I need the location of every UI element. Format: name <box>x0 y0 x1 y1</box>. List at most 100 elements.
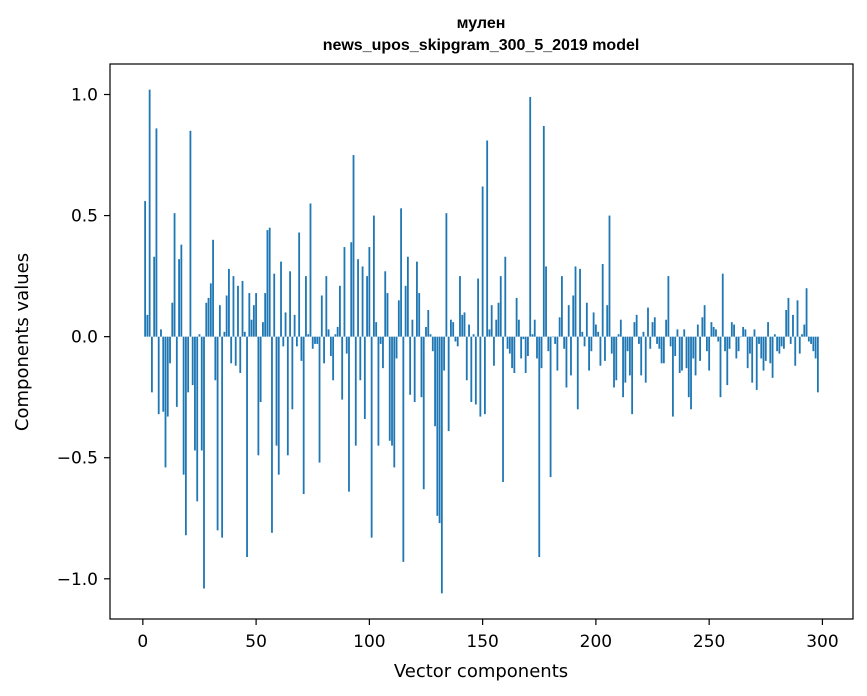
bar-component-207 <box>610 336 613 354</box>
bar-component-17 <box>180 244 183 337</box>
x-tick-label: 250 <box>693 632 725 652</box>
bar-component-93 <box>352 155 355 337</box>
bar-component-159 <box>502 336 504 482</box>
bar-component-259 <box>728 336 731 349</box>
bar-component-56 <box>268 227 271 337</box>
bar-component-39 <box>230 336 233 364</box>
bar-component-195 <box>583 336 586 347</box>
bar-component-54 <box>264 293 267 337</box>
bar-component-143 <box>465 336 468 381</box>
bar-component-51 <box>257 336 260 456</box>
bar-component-204 <box>604 336 606 361</box>
bar-component-238 <box>681 336 683 371</box>
bar-component-258 <box>726 336 729 386</box>
bar-component-257 <box>724 336 726 352</box>
bar-component-16 <box>178 259 180 337</box>
bar-component-178 <box>545 266 547 337</box>
bar-component-100 <box>368 247 371 337</box>
bar-component-272 <box>758 336 760 344</box>
bar-component-205 <box>606 305 609 337</box>
bar-component-45 <box>243 331 246 337</box>
bar-component-227 <box>656 336 658 344</box>
bar-component-281 <box>778 336 781 354</box>
bar-component-66 <box>291 336 294 410</box>
bar-component-81 <box>325 276 328 337</box>
bar-component-138 <box>454 336 457 342</box>
bar-component-196 <box>585 302 588 337</box>
bar-component-37 <box>225 295 228 337</box>
bar-component-151 <box>483 336 486 415</box>
bar-component-62 <box>282 336 285 347</box>
bar-component-288 <box>794 336 797 366</box>
bar-component-85 <box>334 334 337 337</box>
bar-component-146 <box>472 334 475 337</box>
bar-component-70 <box>300 336 303 361</box>
bar-component-261 <box>733 324 735 337</box>
bar-component-268 <box>749 336 751 354</box>
bar-component-199 <box>592 312 595 337</box>
bar-component-78 <box>318 336 321 463</box>
bar-component-33 <box>216 336 219 531</box>
bar-component-119 <box>411 319 414 337</box>
bar-component-274 <box>762 336 765 371</box>
x-tick-label: 50 <box>245 632 267 652</box>
bar-component-273 <box>760 336 763 359</box>
bar-component-265 <box>742 326 745 337</box>
bar-component-237 <box>678 336 681 373</box>
bar-component-122 <box>418 293 421 337</box>
bar-component-253 <box>715 329 717 337</box>
bar-component-226 <box>653 317 656 337</box>
bar-component-172 <box>531 334 534 337</box>
bar-component-134 <box>445 213 448 337</box>
bar-component-150 <box>481 186 484 337</box>
bar-component-229 <box>660 336 663 364</box>
bar-component-89 <box>343 247 346 337</box>
bar-component-254 <box>717 336 720 342</box>
bar-component-216 <box>631 336 634 415</box>
bar-component-289 <box>796 300 799 337</box>
y-axis-label: Components values <box>12 253 33 431</box>
bar-component-267 <box>746 336 749 369</box>
bar-component-108 <box>386 293 389 337</box>
bar-component-86 <box>336 326 339 337</box>
bar-component-203 <box>601 264 604 337</box>
bar-component-298 <box>816 336 819 393</box>
bar-component-139 <box>456 336 459 347</box>
bar-component-182 <box>554 336 557 344</box>
bar-component-190 <box>572 295 575 337</box>
bar-component-20 <box>187 336 190 393</box>
bar-component-286 <box>789 336 792 344</box>
bar-component-255 <box>719 336 722 398</box>
bar-component-61 <box>280 261 282 337</box>
bar-component-290 <box>798 336 801 354</box>
bar-component-71 <box>302 336 305 495</box>
bar-component-176 <box>540 336 543 369</box>
bar-component-55 <box>266 230 269 337</box>
bar-component-224 <box>649 336 652 349</box>
bar-component-245 <box>696 324 699 337</box>
bar-component-202 <box>599 336 602 366</box>
bar-component-13 <box>171 302 174 337</box>
bar-component-234 <box>672 336 674 417</box>
bar-component-218 <box>635 314 638 337</box>
bar-component-156 <box>495 319 498 337</box>
bar-component-115 <box>402 336 405 562</box>
bar-component-160 <box>504 256 507 337</box>
bar-component-249 <box>705 336 708 352</box>
bar-component-292 <box>803 324 806 337</box>
bar-component-31 <box>212 239 214 337</box>
bar-component-189 <box>570 336 572 376</box>
bar-component-270 <box>753 329 756 337</box>
bar-component-106 <box>382 336 384 369</box>
bar-component-164 <box>513 336 516 373</box>
bar-component-19 <box>184 336 187 536</box>
bar-component-41 <box>234 336 237 366</box>
bar-component-126 <box>427 310 430 337</box>
bar-component-44 <box>241 280 244 337</box>
bar-component-184 <box>558 317 561 337</box>
x-tick-label: 0 <box>137 632 148 652</box>
bar-component-200 <box>594 324 597 337</box>
x-tick-label: 300 <box>806 632 838 652</box>
bar-component-112 <box>395 336 398 359</box>
bar-component-185 <box>561 276 563 337</box>
